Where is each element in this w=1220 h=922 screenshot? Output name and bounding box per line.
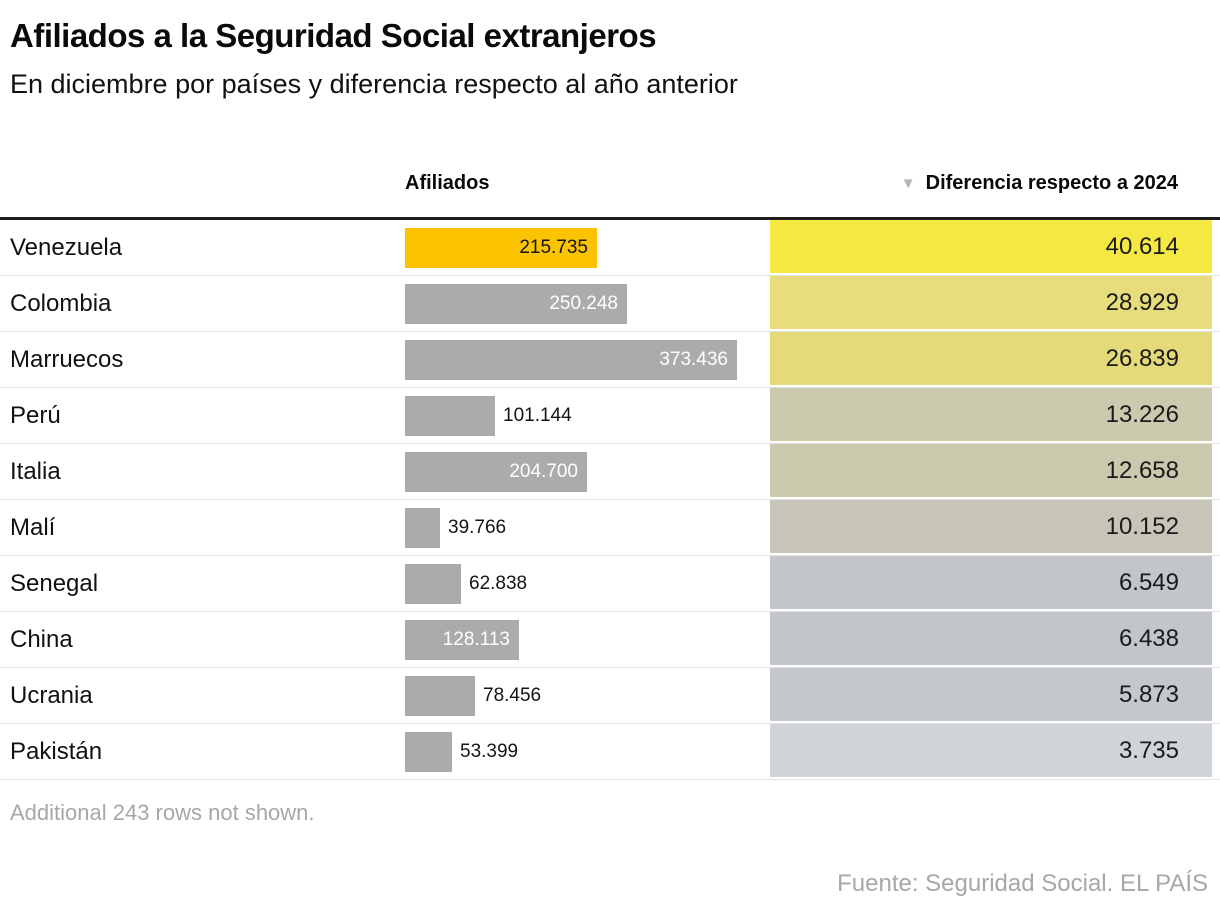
afiliados-bar [405,675,475,716]
afiliados-bar-cell: 373.436 [405,332,770,387]
afiliados-value: 101.144 [503,404,572,426]
afiliados-value: 128.113 [442,628,510,650]
country-label: Marruecos [10,345,124,373]
afiliados-value: 78.456 [483,684,542,706]
afiliados-bar: 373.436 [405,339,737,380]
diff-cell: 6.438 [770,612,1212,667]
column-header-afiliados: Afiliados [405,172,490,194]
country-label: Italia [10,457,61,485]
diff-cell: 28.929 [770,276,1212,331]
afiliados-value: 39.766 [448,516,507,538]
country-label: Senegal [10,569,99,597]
column-header-diferencia-label: Diferencia respecto a 2024 [925,172,1178,194]
diff-cell: 5.873 [770,668,1212,723]
table-row: Marruecos 373.436 26.839 [0,332,1220,388]
table-row: Senegal 62.838 6.549 [0,556,1220,612]
diff-cell: 6.549 [770,556,1212,611]
table-row: Ucrania 78.456 5.873 [0,668,1220,724]
table-header: Afiliados ▼ Diferencia respecto a 2024 [0,172,1220,220]
country-label: Pakistán [10,737,103,765]
table-row: Perú 101.144 13.226 [0,388,1220,444]
afiliados-bar-cell: 53.399 [405,724,770,779]
afiliados-bar: 250.248 [405,283,627,324]
table-row: Italia 204.700 12.658 [0,444,1220,500]
country-label: Malí [10,513,56,541]
afiliados-bar-cell: 62.838 [405,556,770,611]
country-label: Colombia [10,289,112,317]
afiliados-bar [405,395,495,436]
table-body: Venezuela 215.735 40.614 Colombia 250.248 28.… [0,220,1220,780]
page-subtitle: En diciembre por países y diferencia res… [10,69,738,99]
country-label: China [10,625,73,653]
table-row: Venezuela 215.735 40.614 [0,220,1220,276]
afiliados-value: 215.735 [519,236,588,258]
afiliados-bar-cell: 39.766 [405,500,770,555]
table-row: Malí 39.766 10.152 [0,500,1220,556]
sort-desc-icon: ▼ [900,175,916,192]
afiliados-value: 373.436 [659,348,728,370]
diff-cell: 26.839 [770,332,1212,387]
afiliados-bar-cell: 101.144 [405,388,770,443]
source-credit: Fuente: Seguridad Social. EL PAÍS [837,870,1208,897]
afiliados-value: 204.700 [509,460,578,482]
country-label: Ucrania [10,681,93,709]
afiliados-bar: 215.735 [405,227,597,268]
afiliados-bar: 128.113 [405,619,519,660]
column-header-diferencia[interactable]: ▼ Diferencia respecto a 2024 [901,172,1178,195]
afiliados-value: 250.248 [549,292,618,314]
page-title: Afiliados a la Seguridad Social extranje… [10,17,657,54]
afiliados-bar [405,563,461,604]
diff-cell: 10.152 [770,500,1212,555]
afiliados-bar-cell: 78.456 [405,668,770,723]
table-row: Colombia 250.248 28.929 [0,276,1220,332]
afiliados-bar [405,731,452,772]
diff-cell: 3.735 [770,724,1212,779]
afiliados-value: 53.399 [460,740,519,762]
table-row: Pakistán 53.399 3.735 [0,724,1220,780]
table-row: China 128.113 6.438 [0,612,1220,668]
country-label: Venezuela [10,233,123,261]
afiliados-value: 62.838 [469,572,528,594]
afiliados-bar-cell: 204.700 [405,444,770,499]
afiliados-bar-cell: 128.113 [405,612,770,667]
diff-cell: 12.658 [770,444,1212,499]
afiliados-bar [405,507,440,548]
afiliados-bar: 204.700 [405,451,587,492]
afiliados-bar-cell: 215.735 [405,220,770,275]
afiliados-bar-cell: 250.248 [405,276,770,331]
diff-cell: 13.226 [770,388,1212,443]
rows-not-shown-note: Additional 243 rows not shown. [10,800,315,825]
country-label: Perú [10,401,61,429]
diff-cell: 40.614 [770,220,1212,275]
